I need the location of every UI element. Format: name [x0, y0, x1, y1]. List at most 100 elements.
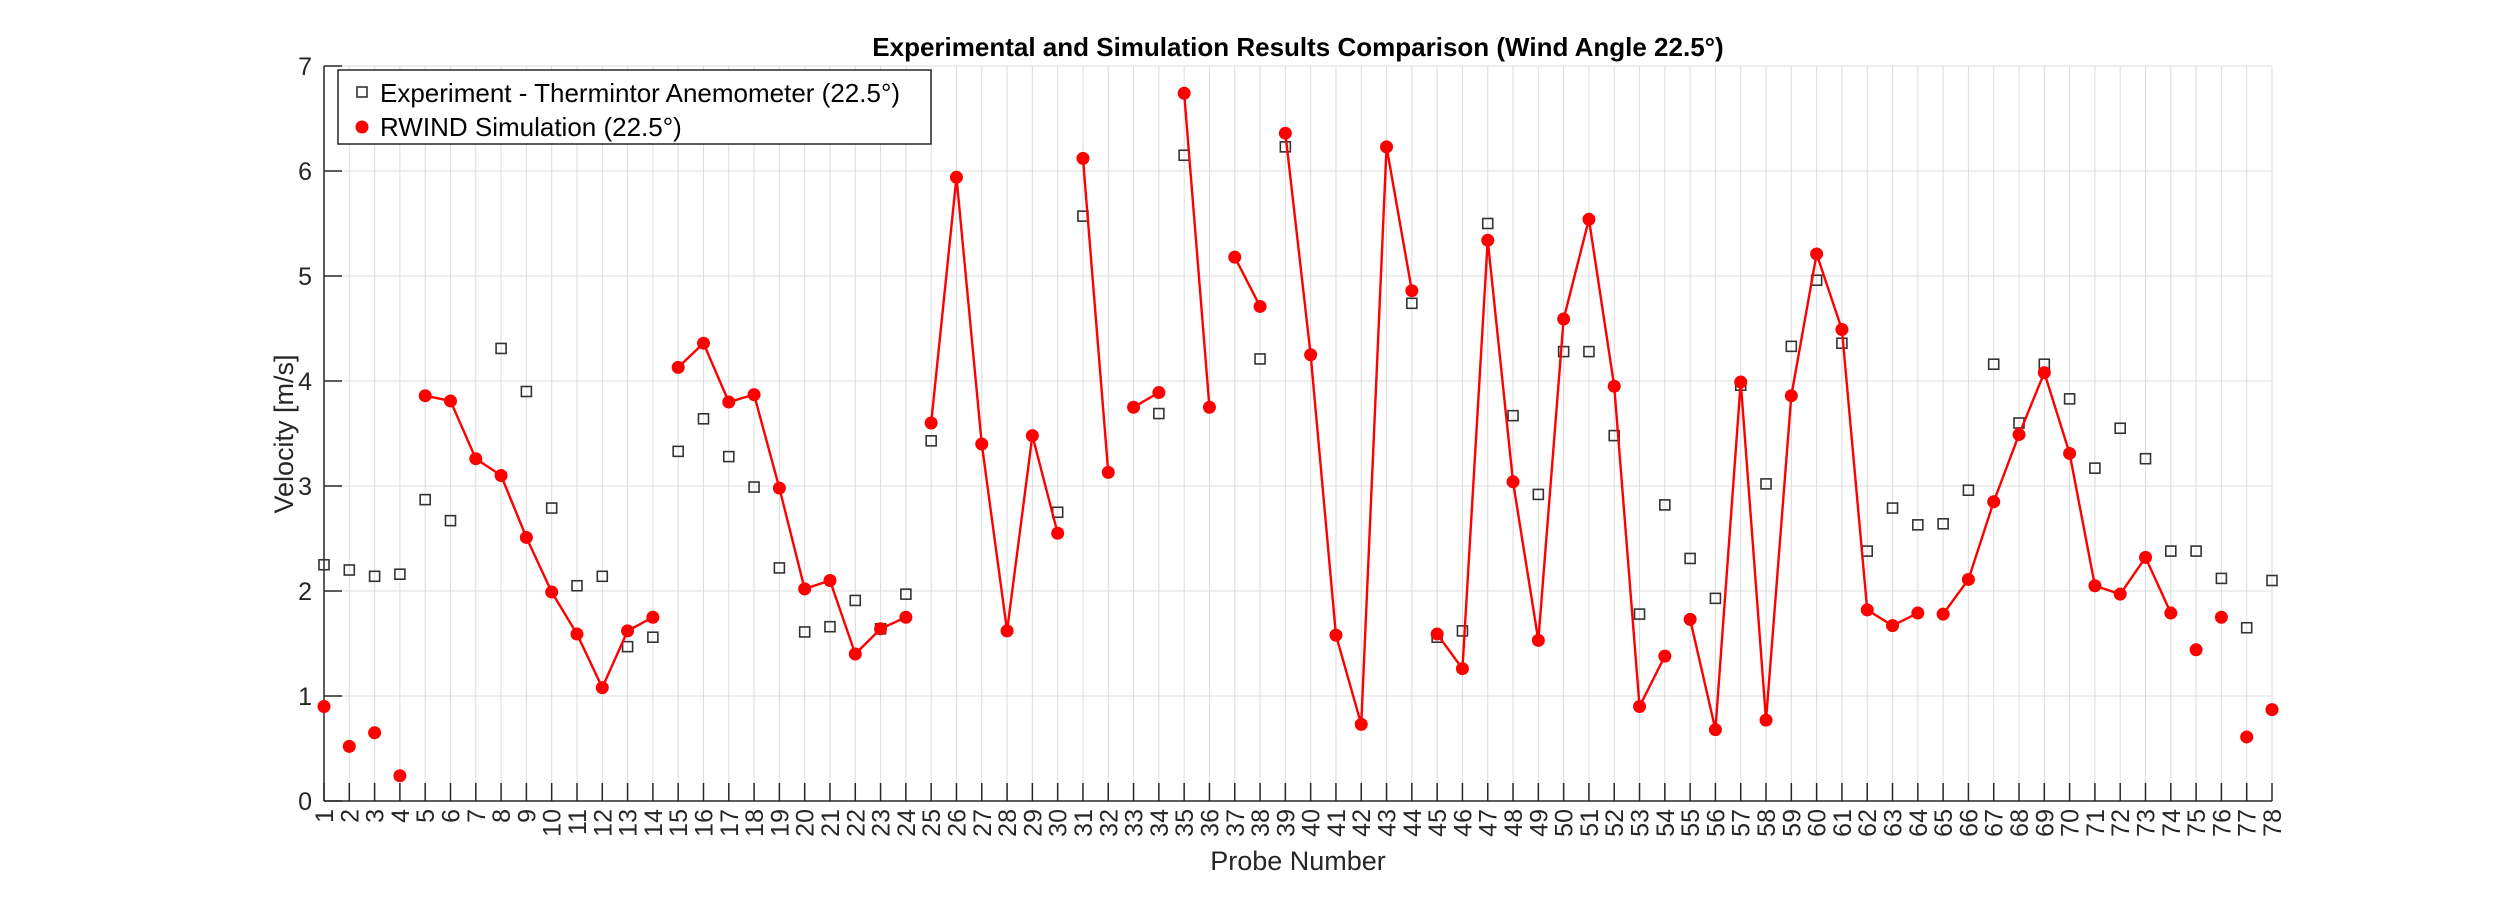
x-tick-label: 50 — [1551, 809, 1579, 837]
experiment-point — [1760, 478, 1772, 490]
simulation-point — [317, 700, 331, 713]
experiment-point — [419, 493, 431, 506]
simulation-point — [1304, 348, 1318, 362]
simulation-point — [1152, 386, 1166, 400]
x-tick-label: 17 — [716, 809, 744, 837]
experiment-point — [697, 412, 710, 425]
y-tick-label: 6 — [298, 158, 312, 186]
x-tick-label: 55 — [1677, 809, 1705, 837]
x-tick-label: 64 — [1905, 809, 1933, 837]
experiment-point — [343, 564, 356, 576]
experiment-point — [2215, 572, 2228, 585]
simulation-point — [1557, 312, 1571, 326]
experiment-point — [748, 481, 760, 493]
experiment-point — [647, 631, 659, 644]
simulation-point — [1759, 713, 1773, 727]
simulation-point — [1278, 126, 1292, 140]
x-tick-label: 2 — [336, 809, 364, 823]
x-tick-label: 78 — [2259, 809, 2287, 837]
legend-simulation-label: RWIND Simulation (22.5°) — [380, 112, 682, 142]
experiment-point — [1785, 340, 1798, 353]
x-tick-label: 32 — [1095, 809, 1123, 837]
simulation-point — [2164, 606, 2178, 620]
x-tick-label: 14 — [640, 809, 668, 837]
experiment-point — [1153, 407, 1165, 420]
simulation-point — [1481, 233, 1495, 247]
legend-experiment-label: Experiment - Thermintor Anemometer (22.5… — [380, 78, 900, 108]
simulation-point — [975, 437, 989, 451]
x-tick-label: 58 — [1753, 809, 1781, 837]
experiment-point — [571, 579, 583, 592]
simulation-point — [874, 622, 888, 636]
x-tick-label: 63 — [1880, 809, 1908, 837]
x-tick-label: 5 — [412, 809, 440, 823]
experiment-point — [672, 445, 684, 458]
simulation-point — [1101, 465, 1115, 479]
x-tick-label: 38 — [1247, 809, 1275, 837]
experiment-point — [1583, 345, 1595, 358]
x-tick-label: 7 — [463, 809, 491, 823]
simulation-point — [1784, 389, 1798, 403]
y-tick-label: 5 — [298, 263, 312, 291]
simulation-point — [1127, 400, 1141, 414]
x-tick-label: 51 — [1576, 809, 1604, 837]
x-tick-label: 54 — [1652, 809, 1680, 837]
experiment-point — [596, 570, 609, 583]
x-tick-label: 56 — [1702, 809, 1730, 837]
x-tick-label: 11 — [564, 809, 592, 835]
experiment-point — [1507, 409, 1519, 422]
simulation-line-segment — [1233, 256, 1262, 307]
experiment-point — [824, 620, 836, 633]
simulation-point — [1228, 250, 1242, 264]
experiment-point — [798, 626, 811, 638]
experiment-point — [1557, 345, 1570, 358]
simulation-point — [747, 388, 761, 402]
x-tick-label: 69 — [2031, 809, 2059, 837]
y-axis-label: Velocity [m/s] — [269, 354, 299, 513]
experiment-point — [444, 514, 457, 527]
simulation-point — [848, 647, 862, 661]
simulation-point — [1835, 323, 1849, 337]
x-tick-label: 36 — [1196, 809, 1224, 837]
simulation-point — [368, 726, 382, 740]
experiment-point — [520, 385, 533, 398]
x-tick-label: 41 — [1323, 809, 1351, 837]
simulation-line-segment — [677, 341, 907, 657]
x-tick-label: 21 — [817, 809, 845, 837]
x-tick-label: 71 — [2082, 809, 2110, 837]
x-tick-label: 18 — [741, 809, 769, 837]
x-tick-label: 13 — [615, 809, 643, 837]
simulation-point — [1607, 379, 1621, 393]
simulation-point — [1076, 151, 1090, 165]
experiment-point — [1937, 517, 1949, 530]
experiment-point — [1684, 552, 1696, 565]
simulation-point — [1658, 649, 1672, 663]
x-tick-label: 76 — [2208, 809, 2236, 837]
x-tick-label: 26 — [943, 809, 971, 837]
simulation-point — [1405, 284, 1419, 298]
simulation-point — [1582, 212, 1596, 226]
simulation-point — [1177, 86, 1191, 100]
experiment-point — [495, 342, 507, 355]
simulation-line-segment — [929, 177, 1059, 632]
y-tick-label: 4 — [298, 368, 312, 396]
y-tick-label: 7 — [298, 53, 312, 81]
simulation-point — [494, 469, 508, 482]
simulation-point — [899, 610, 913, 624]
x-tick-label: 33 — [1121, 809, 1149, 837]
simulation-line-segment — [1284, 133, 1414, 725]
experiment-point — [1456, 625, 1469, 637]
simulation-point — [1633, 700, 1647, 713]
simulation-point — [1354, 717, 1368, 731]
axes — [323, 65, 2273, 802]
experiment-point — [2240, 621, 2253, 634]
simulation-point — [2189, 643, 2203, 657]
y-tick-label: 3 — [298, 473, 312, 501]
simulation-point — [1253, 299, 1267, 313]
simulation-line-segment — [1942, 369, 2172, 615]
simulation-point — [545, 585, 559, 599]
simulation-point — [1506, 475, 1520, 489]
x-tick-label: 49 — [1525, 809, 1553, 837]
simulation-point — [772, 481, 786, 495]
simulation-point — [2012, 428, 2026, 442]
